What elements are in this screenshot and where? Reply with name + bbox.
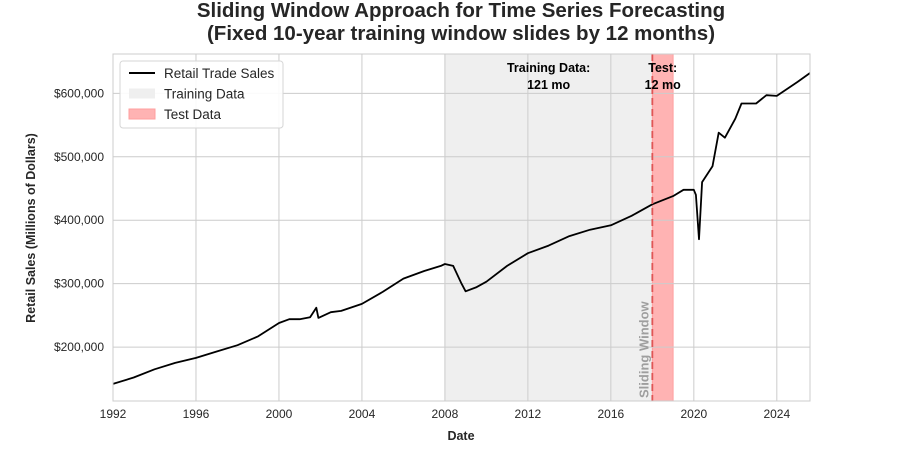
plot-frame (112, 53, 811, 402)
annotation-line: 121 mo (527, 78, 570, 92)
x-tick-label: 1992 (100, 407, 127, 421)
legend-label: Retail Trade Sales (164, 66, 275, 81)
x-tick-label: 2008 (432, 407, 459, 421)
series-line (112, 72, 811, 385)
annotation-line: Test: (648, 61, 677, 75)
x-tick-label: 2000 (266, 407, 293, 421)
legend-label: Test Data (164, 107, 222, 122)
legend: Retail Trade Sales Training Data Test Data (119, 60, 284, 129)
test-span (651, 53, 674, 402)
chart-subtitle: (Fixed 10-year training window slides by… (207, 22, 715, 45)
training-annotation: Training Data: 121 mo (507, 61, 590, 92)
x-tick-label: 2004 (349, 407, 376, 421)
sliding-window-label: Sliding Window (636, 300, 651, 398)
x-tick-label: 2020 (680, 407, 707, 421)
x-tick-label: 2016 (598, 407, 625, 421)
x-tick-label: 2012 (515, 407, 542, 421)
training-span (444, 54, 653, 401)
test-annotation: Test: 12 mo (645, 61, 681, 92)
legend-box (119, 60, 284, 129)
y-tick-label: $300,000 (54, 277, 104, 291)
x-axis-label: Date (447, 429, 474, 443)
y-tick-label: $200,000 (54, 340, 104, 354)
x-tick-label: 1996 (183, 407, 210, 421)
chart-title: Sliding Window Approach for Time Series … (197, 0, 725, 22)
y-tick-label: $500,000 (54, 150, 104, 164)
legend-swatch-patch (129, 88, 155, 99)
annotation-line: 12 mo (645, 78, 681, 92)
annotation-line: Training Data: (507, 61, 590, 75)
legend-swatch-patch (128, 108, 156, 120)
legend-label: Training Data (164, 87, 245, 102)
y-axis-label: Retail Sales (Millions of Dollars) (24, 133, 38, 323)
y-tick-label: $400,000 (54, 213, 104, 227)
y-tick-label: $600,000 (54, 86, 104, 100)
x-tick-label: 2024 (763, 407, 790, 421)
